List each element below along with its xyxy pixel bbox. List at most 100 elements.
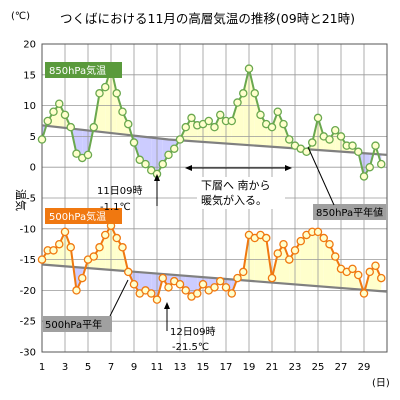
temp-500-point (233, 273, 242, 283)
temp-850-point (164, 150, 173, 160)
temp-500-point (365, 267, 374, 277)
temp-850-point (244, 64, 254, 73)
y-tick-label: -20 (20, 286, 36, 297)
temp-850-point (55, 99, 64, 109)
temp-500-point (129, 279, 139, 289)
temp-500-point (267, 273, 277, 283)
anomaly-500-fill (254, 234, 261, 282)
temp-850-point (313, 113, 323, 123)
legend-850-label: 850hPa気温 (49, 64, 106, 77)
anomaly-500-fill (99, 234, 106, 270)
temp-500-point (66, 243, 76, 252)
x-tick-label: 3 (62, 362, 68, 373)
temp-850-point (267, 122, 277, 132)
x-tick-label: 21 (266, 362, 279, 373)
normal-500-line (41, 263, 388, 293)
temp-850-point (227, 116, 236, 126)
x-tick-label: 17 (220, 362, 233, 373)
normal-lines (41, 124, 388, 293)
temp-500-point (101, 230, 110, 240)
grid-layer (41, 43, 388, 353)
temp-500-point (37, 255, 47, 264)
temp-850-point (66, 122, 76, 132)
x-tick-label: 27 (335, 362, 348, 373)
temp-500-point (158, 273, 167, 283)
x-tick-label: 11 (151, 362, 164, 373)
temp-500-point (118, 243, 127, 252)
temp-850-point (37, 135, 47, 144)
anomaly-500-fill (283, 244, 290, 284)
annotation-11th-arrowhead (154, 174, 160, 181)
temp-500-point (284, 255, 294, 264)
anomaly-850-fill (53, 103, 60, 128)
warm-note-box (197, 177, 285, 209)
temp-850-point (49, 107, 58, 117)
anomaly-850-fill (151, 137, 157, 174)
anomaly-500-fill (335, 256, 341, 289)
temp-850-point (233, 98, 242, 107)
temp-500-point (198, 279, 208, 289)
temp-850-point (353, 147, 363, 157)
temp-500-point (227, 289, 236, 298)
temp-850-point (101, 82, 110, 92)
annotation-12th-arrowhead (164, 302, 170, 309)
y-tick-label: -15 (20, 255, 36, 266)
temp-850-point (187, 113, 196, 123)
y-tick-label: 20 (23, 40, 36, 51)
temp-850-point (112, 89, 122, 98)
temp-850-point (146, 166, 156, 175)
anomaly-500-fill (323, 238, 330, 288)
temp-850-point (238, 89, 248, 98)
normal-850-leader (307, 146, 335, 206)
y-tick-label: 15 (23, 70, 36, 81)
observed-lines (37, 63, 386, 304)
anomaly-850-fill (226, 121, 232, 144)
anomaly-500-fill (312, 231, 318, 287)
temp-850-point (141, 159, 150, 169)
legend-500-box (45, 208, 122, 224)
normal-850-box (313, 204, 386, 220)
temp-500-point (49, 246, 58, 255)
temp-500-point (146, 289, 156, 298)
temp-850-point (307, 138, 317, 147)
x-tick-label: 1 (39, 362, 45, 373)
annotation-12th-value: -21.5℃ (172, 342, 209, 353)
temp-500-point (273, 249, 282, 258)
temp-500-point (164, 283, 173, 292)
temp-500-point (290, 246, 300, 255)
temp-500-point (112, 233, 122, 243)
temp-850-point (215, 110, 225, 120)
temp-500-point (319, 233, 328, 243)
temp-500-point (261, 233, 271, 243)
normal-500-box (43, 316, 112, 332)
x-tick-label: 23 (289, 362, 302, 373)
y-tick-label: -30 (20, 348, 36, 359)
x-tick-label: 15 (197, 362, 210, 373)
y-tick-label: 10 (23, 101, 36, 112)
temp-850-point (95, 89, 104, 98)
temp-500-point (371, 261, 380, 271)
temp-850-point (210, 122, 219, 132)
anomaly-850-fill (162, 138, 169, 165)
temp-850-point (83, 150, 93, 160)
normal-850-label: 850hPa平年値 (316, 206, 383, 219)
legend-500-label: 500hPa気温 (49, 210, 106, 223)
temp-500-point (238, 267, 248, 277)
x-tick-label: 5 (85, 362, 91, 373)
temp-850-point (124, 119, 133, 129)
x-tick-label: 7 (108, 362, 114, 373)
temp-850-point (89, 122, 99, 132)
normal-850-line (41, 124, 388, 156)
x-tick-label: 25 (312, 362, 325, 373)
annotation-11th-time: 11日09時 (97, 185, 142, 197)
temp-500-point (221, 283, 231, 292)
temp-500-point (181, 286, 190, 295)
temp-500-point (55, 239, 64, 249)
temp-850-point (348, 141, 357, 150)
y-tick-label: -10 (20, 224, 36, 235)
temp-850-point (60, 110, 70, 120)
temp-850-point (181, 122, 190, 132)
bracket-left-arrowhead (185, 165, 192, 171)
anomaly-500-fill (300, 234, 307, 286)
